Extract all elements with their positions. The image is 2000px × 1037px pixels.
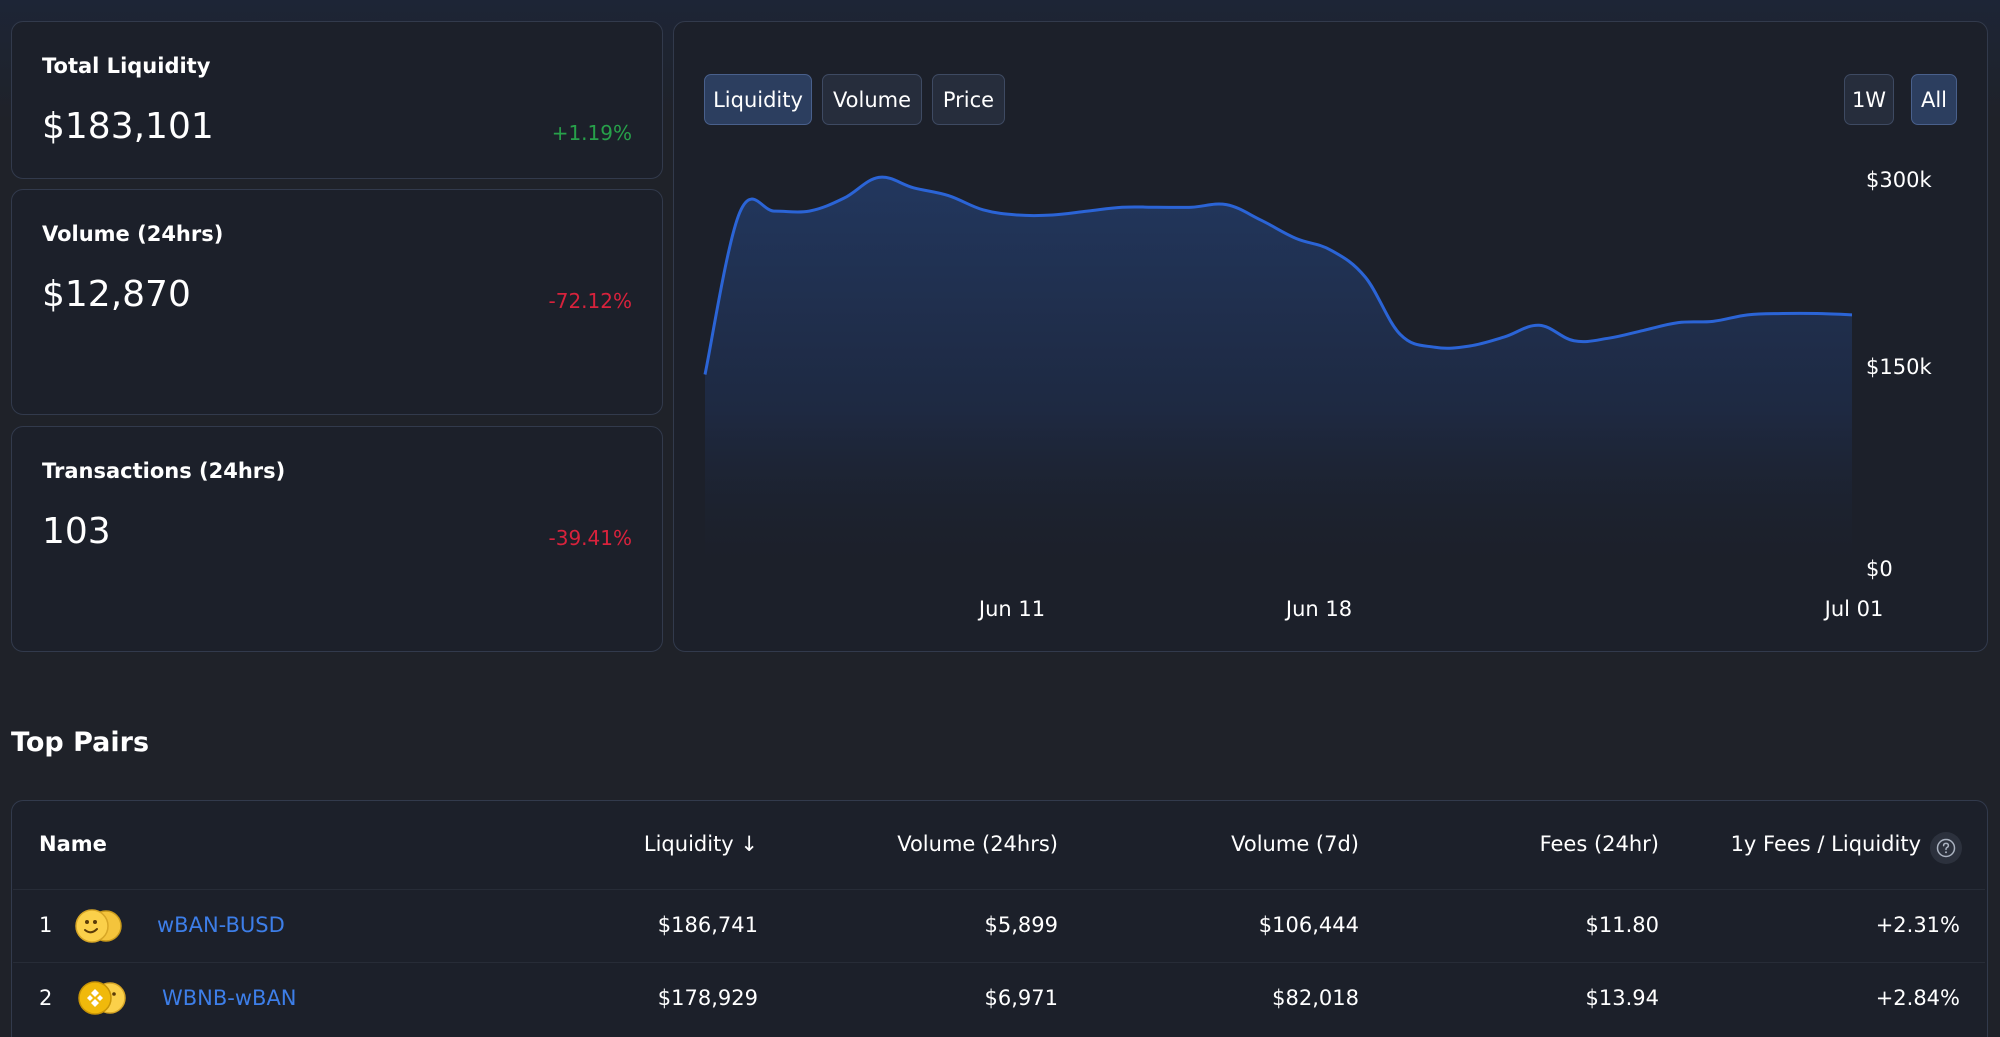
column-header-volume-24h[interactable]: Volume (24hrs) xyxy=(897,832,1058,856)
liquidity-chart: $300k $150k $0 Jun 11 Jun 18 Jul 01 xyxy=(703,168,1932,621)
cell-apr: +2.84% xyxy=(1875,986,1960,1010)
column-header-liquidity[interactable]: Liquidity ↓ xyxy=(643,832,758,856)
cell-liquidity: $186,741 xyxy=(657,913,758,937)
row-rank: 1 xyxy=(39,913,53,937)
chart-area-fill xyxy=(705,177,1852,569)
cell-volume-7d: $82,018 xyxy=(1272,986,1359,1010)
column-header-volume-7d[interactable]: Volume (7d) xyxy=(1231,832,1359,856)
cell-fees-24h: $11.80 xyxy=(1585,913,1659,937)
stat-value: $183,101 xyxy=(42,106,214,147)
table-divider xyxy=(13,962,1985,963)
x-tick-label: Jun 11 xyxy=(977,597,1045,621)
cell-fees-24h: $13.94 xyxy=(1585,986,1659,1010)
transactions-card: Transactions (24hrs) 103 -39.41% xyxy=(11,426,663,652)
chart-series-line xyxy=(703,175,1853,375)
tab-liquidity[interactable]: Liquidity xyxy=(704,74,812,125)
cell-liquidity: $178,929 xyxy=(657,986,758,1010)
column-header-name[interactable]: Name xyxy=(39,832,107,856)
stat-title: Transactions (24hrs) xyxy=(42,459,286,483)
tab-volume[interactable]: Volume xyxy=(822,74,922,125)
column-header-fees-24h[interactable]: Fees (24hr) xyxy=(1539,832,1659,856)
column-header-apr[interactable]: 1y Fees / Liquidity xyxy=(1730,832,1921,856)
tab-price[interactable]: Price xyxy=(932,74,1005,125)
cell-volume-24h: $5,899 xyxy=(984,913,1058,937)
chart-card: Liquidity Volume Price 1W All $300k $150… xyxy=(673,21,1988,652)
stat-change: +1.19% xyxy=(551,121,632,145)
y-tick-label: $150k xyxy=(1866,355,1932,379)
x-tick-label: Jul 01 xyxy=(1823,597,1884,621)
wbnb-wban-token-icon xyxy=(78,981,126,1015)
cell-volume-7d: $106,444 xyxy=(1258,913,1359,937)
stat-value: 103 xyxy=(42,511,111,552)
volume-card: Volume (24hrs) $12,870 -72.12% xyxy=(11,189,663,415)
range-1w-button[interactable]: 1W xyxy=(1844,74,1894,125)
y-tick-label: $0 xyxy=(1866,557,1893,581)
wban-busd-token-icon xyxy=(75,909,122,943)
y-tick-label: $300k xyxy=(1866,168,1932,192)
stat-change: -72.12% xyxy=(548,289,632,313)
stat-change: -39.41% xyxy=(548,526,632,550)
table-divider xyxy=(13,889,1985,890)
pair-link[interactable]: wBAN-BUSD xyxy=(157,913,285,937)
top-pairs-table xyxy=(11,800,1988,1037)
x-tick-label: Jun 18 xyxy=(1284,597,1352,621)
cell-volume-24h: $6,971 xyxy=(984,986,1058,1010)
cell-apr: +2.31% xyxy=(1875,913,1960,937)
range-all-button[interactable]: All xyxy=(1911,74,1957,125)
stat-title: Total Liquidity xyxy=(42,54,211,78)
stat-title: Volume (24hrs) xyxy=(42,222,224,246)
row-rank: 2 xyxy=(39,986,53,1010)
help-icon[interactable] xyxy=(1930,832,1962,864)
pair-link[interactable]: WBNB-wBAN xyxy=(162,986,297,1010)
total-liquidity-card: Total Liquidity $183,101 +1.19% xyxy=(11,21,663,179)
top-pairs-title: Top Pairs xyxy=(11,727,150,758)
stat-value: $12,870 xyxy=(42,274,191,315)
